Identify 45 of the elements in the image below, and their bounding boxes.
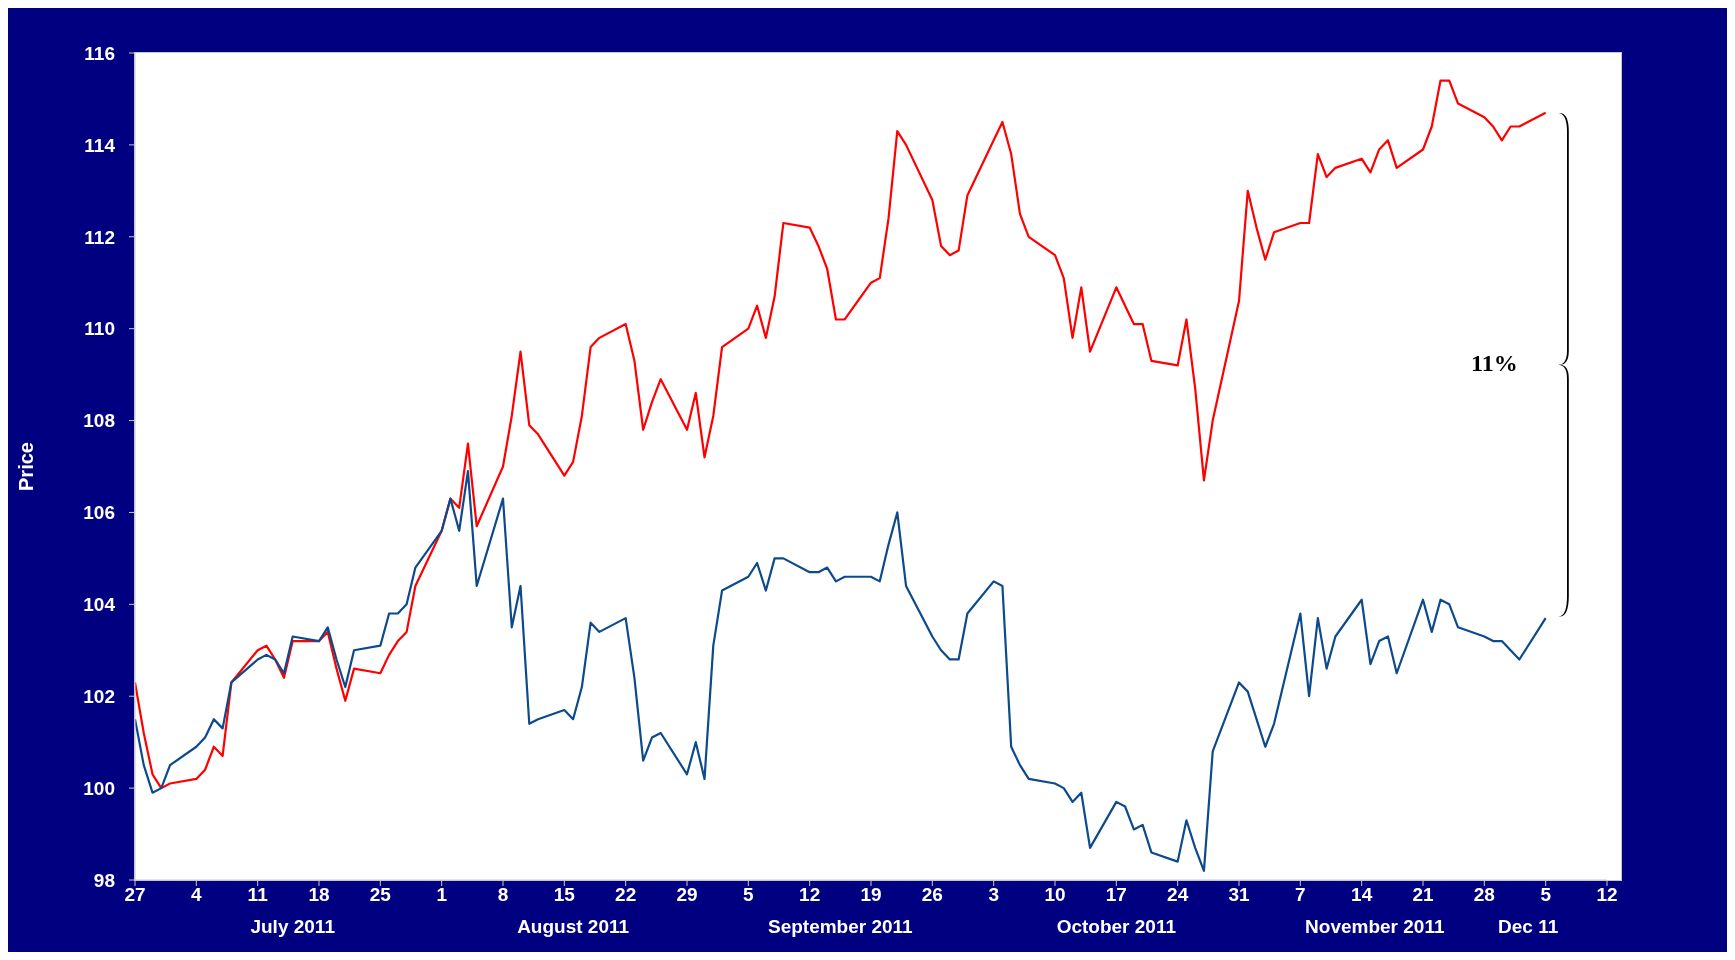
y-tick-label: 116 (84, 42, 115, 64)
x-tick-label: 5 (1540, 884, 1552, 906)
x-tick-label: 25 (369, 884, 392, 906)
y-axis-title: Price (15, 442, 38, 491)
y-tick-label: 108 (83, 410, 115, 432)
line-series (135, 469, 1547, 872)
x-tick-label: 27 (124, 884, 146, 906)
x-tick-label: 19 (860, 884, 882, 906)
text: September 2011 (766, 916, 914, 938)
y-tick-label: 102 (83, 685, 115, 707)
x-tick-label: 17 (1105, 884, 1127, 906)
x-tick-label: 4 (191, 884, 203, 906)
x-tick-label: 5 (743, 884, 755, 906)
y-tick-label: 100 (83, 777, 115, 799)
text: July 2011 (249, 916, 336, 938)
y-tick-label: 104 (83, 594, 116, 616)
x-tick-label: 11 (247, 884, 269, 906)
x-tick-label: 29 (676, 884, 698, 906)
x-tick-label: 21 (1412, 884, 1434, 906)
x-tick-label: 12 (799, 884, 821, 906)
x-tick-label: 15 (553, 884, 576, 906)
y-tick-label: 114 (84, 134, 116, 156)
x-tick-label: 22 (615, 884, 637, 906)
x-tick-label: 24 (1167, 884, 1189, 906)
x-tick-label: 7 (1295, 884, 1306, 906)
text: October 2011 (1055, 916, 1177, 938)
x-tick-label: 31 (1228, 884, 1250, 906)
x-tick-label: 12 (1596, 884, 1618, 906)
x-tick-label: 28 (1473, 884, 1495, 906)
y-tick-label: 106 (83, 502, 115, 524)
y-tick-label: 98 (93, 869, 115, 891)
x-tick-label: 14 (1351, 884, 1373, 906)
y-tick-label: 112 (84, 226, 115, 248)
y-tick-label: 110 (84, 318, 115, 340)
x-tick-label: 1 (436, 884, 448, 906)
text: August 2011 (516, 916, 631, 938)
line-series (135, 79, 1547, 790)
x-tick-label: 10 (1044, 884, 1066, 906)
x-tick-label: 26 (921, 884, 943, 906)
x-tick-label: 18 (308, 884, 330, 906)
x-tick-label: 3 (988, 884, 999, 906)
text: Dec 11 (1498, 916, 1559, 937)
x-tick-label: 8 (497, 884, 509, 906)
annotation: 11% (1470, 350, 1518, 378)
text: November 2011 (1305, 916, 1445, 937)
